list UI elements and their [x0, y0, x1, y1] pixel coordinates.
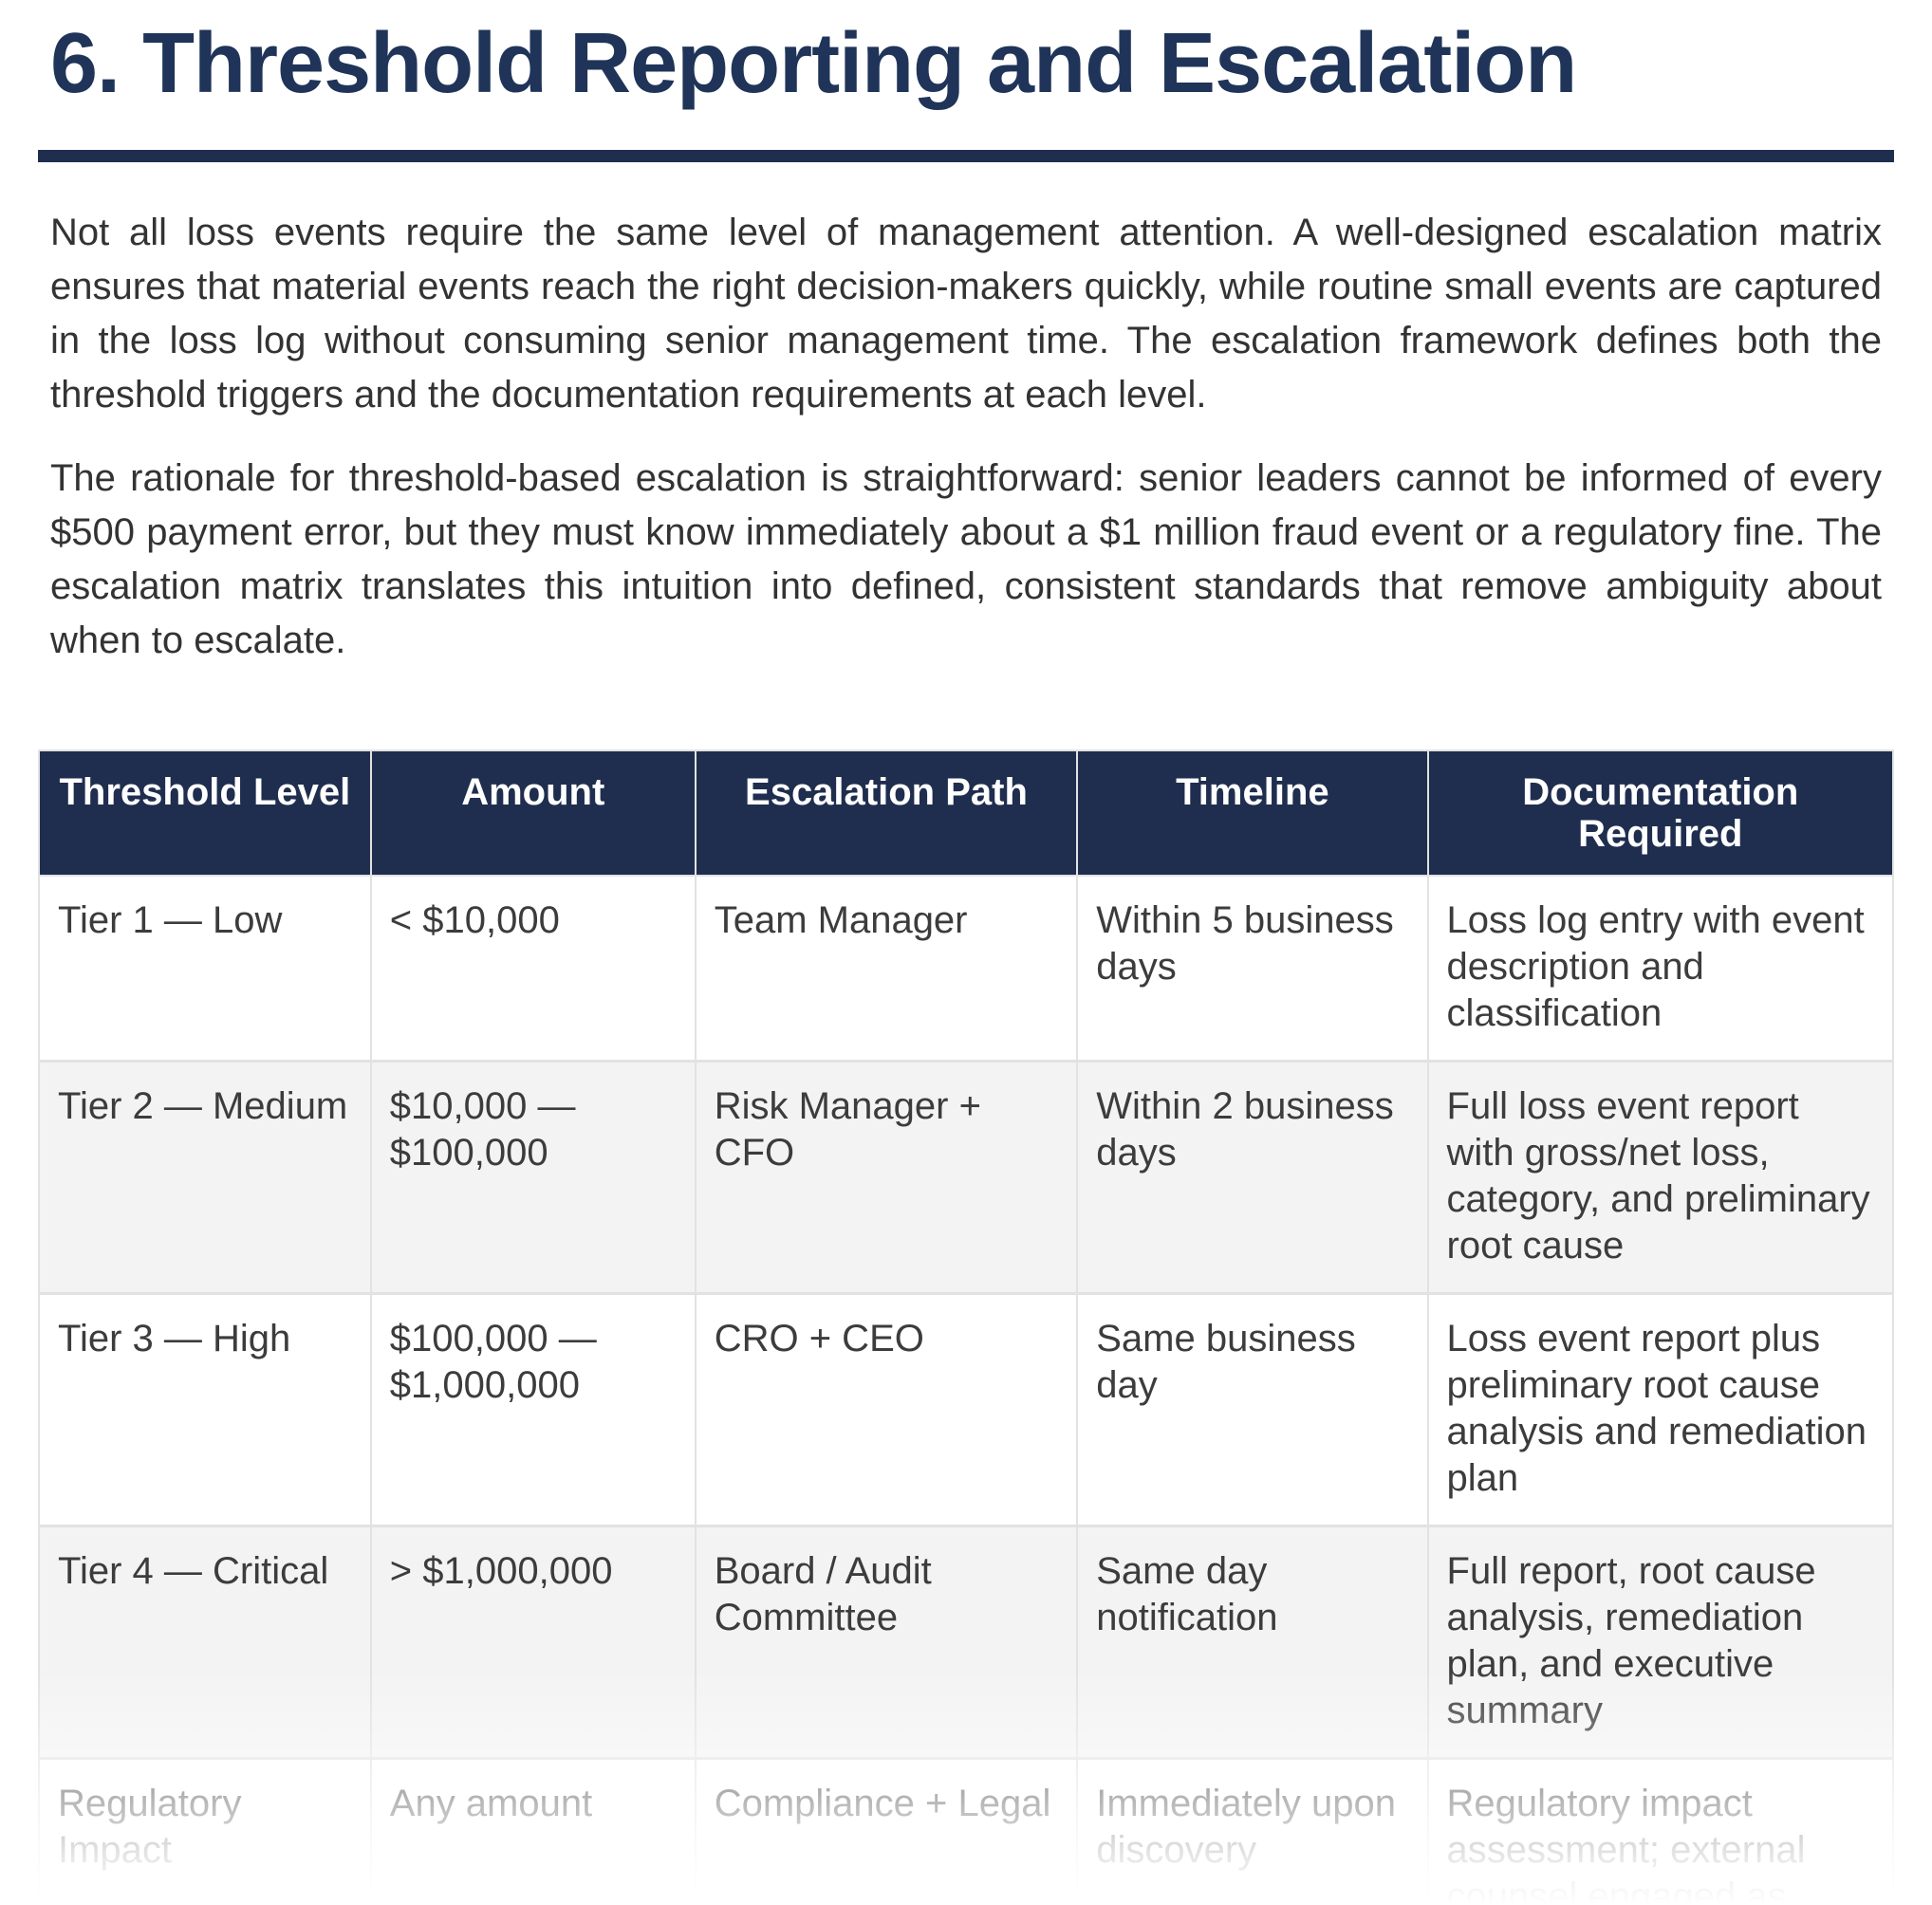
cell-escalation-path: Board / Audit Committee [694, 1525, 1079, 1760]
cell-documentation: Regulatory impact assessment; external c… [1426, 1757, 1895, 1905]
intro-paragraph-1: Not all loss events require the same lev… [50, 211, 1882, 416]
column-header-amount: Amount [369, 749, 697, 877]
table-row-tier4: Tier 4 — Critical > $1,000,000 Board / A… [38, 1525, 1895, 1760]
cell-amount: < $10,000 [369, 874, 697, 1063]
escalation-matrix-table: Threshold Level Amount Escalation Path T… [38, 749, 1895, 1905]
column-header-threshold-level: Threshold Level [38, 749, 372, 877]
table-row-tier2: Tier 2 — Medium $10,000 — $100,000 Risk … [38, 1060, 1895, 1295]
cell-documentation: Loss event report plus preliminary root … [1426, 1292, 1895, 1527]
cell-documentation: Loss log entry with event description an… [1426, 874, 1895, 1063]
cell-escalation-path: CRO + CEO [694, 1292, 1079, 1527]
section-title: 6. Threshold Reporting and Escalation [50, 16, 1577, 111]
cell-escalation-path: Compliance + Legal [694, 1757, 1079, 1905]
cell-timeline: Same day notification [1076, 1525, 1429, 1760]
cell-documentation: Full loss event report with gross/net lo… [1426, 1060, 1895, 1295]
cell-amount: $10,000 — $100,000 [369, 1060, 697, 1295]
cell-threshold-level: Tier 4 — Critical [38, 1525, 372, 1760]
cell-timeline: Same business day [1076, 1292, 1429, 1527]
table-header: Threshold Level Amount Escalation Path T… [38, 749, 1895, 877]
cell-threshold-level: Tier 1 — Low [38, 874, 372, 1063]
title-rule [38, 149, 1894, 162]
cell-amount: $100,000 — $1,000,000 [369, 1292, 697, 1527]
cell-threshold-level: Tier 2 — Medium [38, 1060, 372, 1295]
table-row-tier3: Tier 3 — High $100,000 — $1,000,000 CRO … [38, 1292, 1895, 1527]
cell-escalation-path: Risk Manager + CFO [694, 1060, 1079, 1295]
column-header-documentation-required: Documentation Required [1426, 749, 1895, 877]
header-row: Threshold Level Amount Escalation Path T… [38, 749, 1895, 877]
cell-documentation: Full report, root cause analysis, remedi… [1426, 1525, 1895, 1760]
cell-timeline: Within 2 business days [1076, 1060, 1429, 1295]
column-header-timeline: Timeline [1076, 749, 1429, 877]
cell-amount: Any amount [369, 1757, 697, 1905]
cell-timeline: Within 5 business days [1076, 874, 1429, 1063]
cell-threshold-level: Tier 3 — High [38, 1292, 372, 1527]
cell-amount: > $1,000,000 [369, 1525, 697, 1760]
table-body: Tier 1 — Low < $10,000 Team Manager With… [38, 874, 1895, 1905]
table-row-tier1: Tier 1 — Low < $10,000 Team Manager With… [38, 874, 1895, 1063]
column-header-escalation-path: Escalation Path [694, 749, 1079, 877]
intro-paragraph-2: The rationale for threshold-based escala… [50, 456, 1882, 661]
cell-timeline: Immediately upon discovery [1076, 1757, 1429, 1905]
cell-threshold-level: Regulatory Impact [38, 1757, 372, 1905]
table-row-regulatory-impact: Regulatory Impact Any amount Compliance … [38, 1757, 1895, 1905]
cell-escalation-path: Team Manager [694, 874, 1079, 1063]
